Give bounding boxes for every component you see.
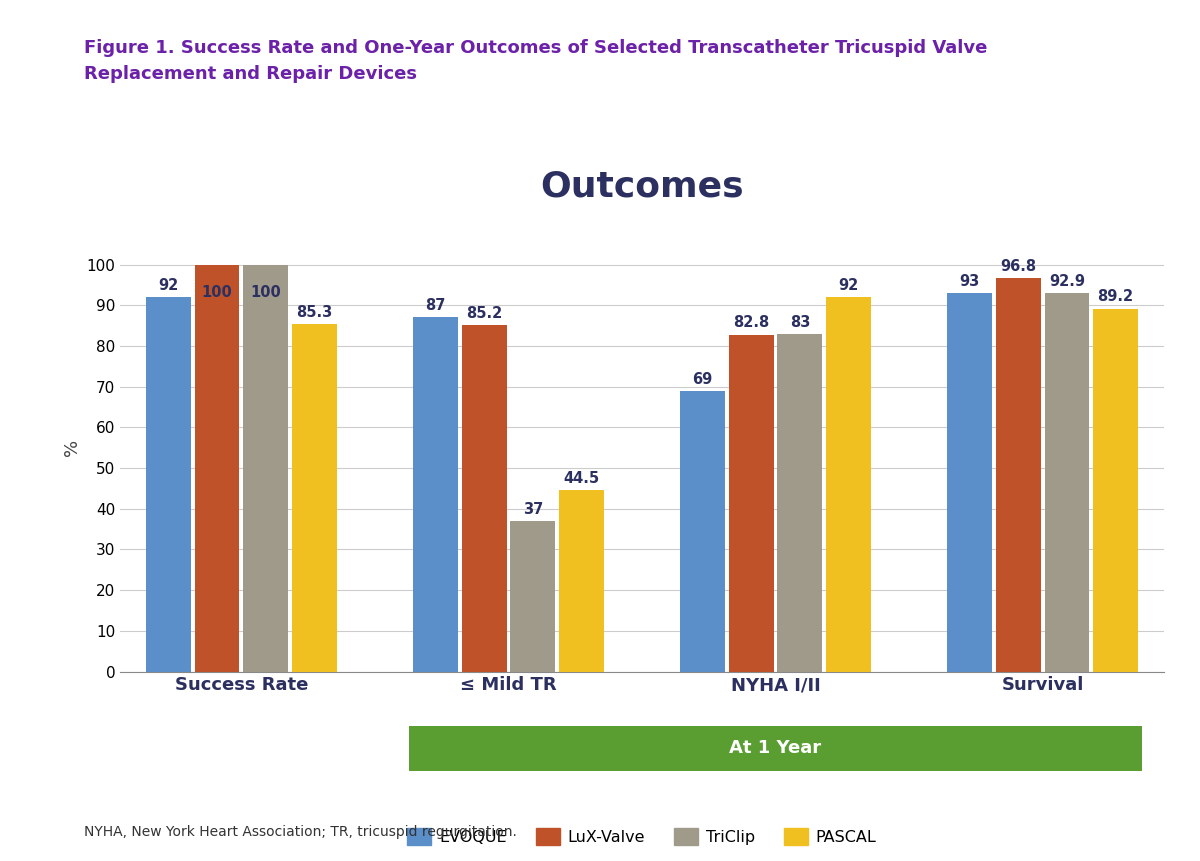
Bar — [559, 491, 604, 672]
Y-axis label: %: % — [62, 439, 80, 456]
Text: 92: 92 — [839, 278, 858, 293]
Bar — [1093, 308, 1138, 672]
Bar — [1044, 294, 1090, 672]
Bar — [146, 297, 191, 672]
Bar — [292, 325, 336, 672]
Text: 44.5: 44.5 — [563, 471, 599, 486]
Bar — [826, 297, 871, 672]
Bar — [996, 277, 1040, 672]
Text: 37: 37 — [523, 502, 542, 517]
Text: At 1 Year: At 1 Year — [730, 740, 822, 757]
Text: 96.8: 96.8 — [1001, 258, 1037, 274]
Text: 89.2: 89.2 — [1097, 289, 1134, 305]
Bar — [194, 264, 240, 672]
Text: 85.2: 85.2 — [466, 306, 503, 321]
Bar — [948, 293, 992, 672]
Text: Figure 1. Success Rate and One-Year Outcomes of Selected Transcatheter Tricuspid: Figure 1. Success Rate and One-Year Outc… — [84, 39, 988, 57]
Bar — [462, 325, 506, 672]
Text: 92: 92 — [158, 278, 179, 293]
Title: Outcomes: Outcomes — [540, 169, 744, 203]
Bar — [778, 334, 822, 672]
Bar — [680, 391, 725, 672]
Text: 93: 93 — [960, 274, 980, 289]
Text: Replacement and Repair Devices: Replacement and Repair Devices — [84, 65, 418, 83]
Text: 92.9: 92.9 — [1049, 275, 1085, 289]
Bar — [510, 521, 556, 672]
Legend: EVOQUE, LuX-Valve, TriClip, PASCAL: EVOQUE, LuX-Valve, TriClip, PASCAL — [401, 821, 883, 852]
Text: NYHA, New York Heart Association; TR, tricuspid regurgitation.: NYHA, New York Heart Association; TR, tr… — [84, 826, 517, 839]
Bar — [244, 264, 288, 672]
Text: 100: 100 — [202, 285, 233, 300]
Text: 85.3: 85.3 — [296, 306, 332, 320]
Text: 82.8: 82.8 — [733, 315, 769, 331]
Bar — [413, 318, 458, 672]
Text: 87: 87 — [426, 299, 446, 313]
Text: 69: 69 — [692, 372, 713, 387]
Text: 83: 83 — [790, 314, 810, 330]
Text: 100: 100 — [251, 285, 281, 300]
Bar — [728, 335, 774, 672]
